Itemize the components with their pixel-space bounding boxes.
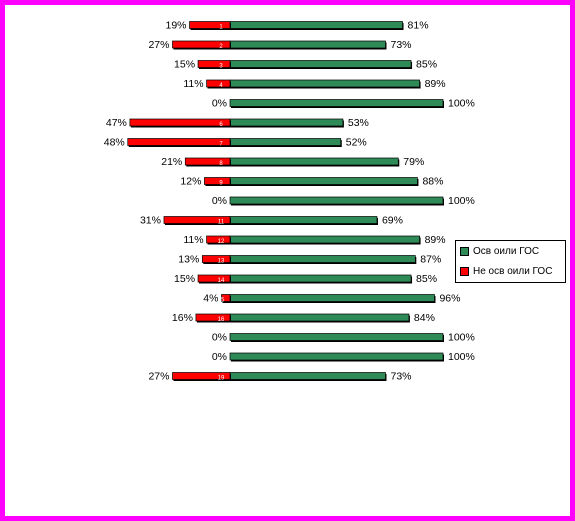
value-label-mastered: 53% bbox=[348, 117, 369, 129]
bar-mastered bbox=[229, 352, 444, 361]
category-label: 15 bbox=[218, 298, 225, 304]
category-label: 1 bbox=[219, 25, 223, 31]
category-label: 18 bbox=[218, 356, 225, 362]
value-label-mastered: 84% bbox=[414, 312, 435, 324]
value-label-not-mastered: 16% bbox=[172, 312, 193, 324]
bar-mastered bbox=[229, 294, 435, 302]
bar-not-mastered bbox=[163, 216, 231, 224]
bar-mastered bbox=[229, 372, 386, 380]
category-label: 7 bbox=[219, 142, 223, 148]
value-label-not-mastered: 15% bbox=[174, 273, 195, 285]
legend-label-mastered: Осв оили ГОС bbox=[473, 245, 540, 257]
value-label-mastered: 100% bbox=[448, 195, 475, 207]
category-label: 8 bbox=[219, 161, 223, 167]
bar-mastered bbox=[229, 118, 344, 127]
value-label-mastered: 79% bbox=[403, 156, 424, 168]
bar-mastered bbox=[229, 255, 416, 263]
value-label-mastered: 96% bbox=[439, 293, 460, 305]
category-label: 17 bbox=[218, 337, 225, 343]
legend-swatch-not-mastered bbox=[460, 266, 469, 276]
value-label-not-mastered: 12% bbox=[180, 176, 201, 188]
bar-mastered bbox=[229, 21, 403, 29]
legend-item-not-mastered: Не осв оили ГОС bbox=[460, 265, 552, 277]
value-label-not-mastered: 31% bbox=[140, 215, 161, 227]
value-label-not-mastered: 4% bbox=[203, 293, 218, 305]
bar-not-mastered bbox=[172, 40, 231, 49]
category-label: 13 bbox=[218, 259, 225, 265]
value-label-not-mastered: 11% bbox=[183, 234, 203, 246]
value-label-not-mastered: 0% bbox=[212, 98, 227, 110]
category-label: 11 bbox=[218, 220, 225, 226]
bar-mastered bbox=[229, 60, 412, 68]
value-label-not-mastered: 11% bbox=[183, 78, 203, 90]
value-label-not-mastered: 15% bbox=[174, 59, 195, 71]
category-label: 5 bbox=[219, 103, 223, 109]
bar-mastered bbox=[229, 216, 378, 224]
bar-mastered bbox=[229, 157, 399, 166]
legend: Осв оили ГОС Не осв оили ГОС bbox=[455, 240, 566, 283]
value-label-not-mastered: 0% bbox=[212, 332, 227, 344]
bar-not-mastered bbox=[127, 138, 231, 146]
value-label-mastered: 87% bbox=[420, 254, 441, 266]
bar-not-mastered bbox=[189, 21, 231, 29]
bar-not-mastered bbox=[184, 157, 231, 166]
value-label-mastered: 85% bbox=[416, 59, 437, 71]
value-label-not-mastered: 48% bbox=[104, 137, 125, 149]
category-label: 9 bbox=[219, 181, 223, 187]
category-label: 10 bbox=[218, 200, 225, 206]
bar-not-mastered bbox=[195, 313, 231, 322]
bar-mastered bbox=[229, 333, 444, 341]
bar-mastered bbox=[229, 79, 420, 88]
bar-mastered bbox=[229, 177, 418, 185]
bar-mastered bbox=[229, 313, 410, 322]
bar-not-mastered bbox=[197, 60, 231, 68]
value-label-mastered: 81% bbox=[408, 20, 429, 32]
bar-mastered bbox=[229, 99, 444, 107]
value-label-not-mastered: 21% bbox=[161, 156, 182, 168]
legend-swatch-mastered bbox=[460, 246, 469, 256]
value-label-not-mastered: 13% bbox=[178, 254, 199, 266]
bar-not-mastered bbox=[201, 255, 231, 263]
value-label-not-mastered: 27% bbox=[148, 371, 169, 383]
bar-mastered bbox=[229, 274, 412, 283]
category-label: 4 bbox=[219, 83, 223, 89]
bar-not-mastered bbox=[221, 294, 231, 302]
bar-not-mastered bbox=[172, 372, 231, 380]
value-label-mastered: 73% bbox=[390, 371, 411, 383]
bar-mastered bbox=[229, 196, 444, 205]
value-label-not-mastered: 19% bbox=[166, 20, 187, 32]
value-label-mastered: 88% bbox=[422, 176, 443, 188]
value-label-mastered: 100% bbox=[448, 332, 475, 344]
bar-mastered bbox=[229, 138, 342, 146]
value-label-mastered: 100% bbox=[448, 351, 475, 363]
bar-mastered bbox=[229, 235, 420, 244]
category-label: 3 bbox=[219, 64, 223, 70]
value-label-not-mastered: 47% bbox=[106, 117, 127, 129]
value-label-mastered: 85% bbox=[416, 273, 437, 285]
bar-not-mastered bbox=[206, 235, 231, 244]
category-label: 2 bbox=[219, 44, 223, 50]
bar-not-mastered bbox=[129, 118, 231, 127]
value-label-not-mastered: 0% bbox=[212, 195, 227, 207]
bar-mastered bbox=[229, 40, 386, 49]
bar-not-mastered bbox=[197, 274, 231, 283]
category-label: 19 bbox=[218, 376, 225, 382]
value-label-not-mastered: 0% bbox=[212, 351, 227, 363]
category-label: 6 bbox=[219, 122, 223, 128]
value-label-mastered: 89% bbox=[425, 234, 446, 246]
category-label: 14 bbox=[218, 278, 225, 284]
value-label-not-mastered: 27% bbox=[148, 39, 169, 51]
value-label-mastered: 52% bbox=[346, 137, 367, 149]
value-label-mastered: 69% bbox=[382, 215, 403, 227]
category-label: 12 bbox=[218, 239, 225, 245]
bar-not-mastered bbox=[206, 79, 231, 88]
legend-label-not-mastered: Не осв оили ГОС bbox=[473, 265, 553, 277]
legend-item-mastered: Осв оили ГОС bbox=[460, 245, 539, 257]
category-label: 16 bbox=[218, 317, 225, 323]
value-label-mastered: 89% bbox=[425, 78, 446, 90]
value-label-mastered: 100% bbox=[448, 98, 475, 110]
bar-not-mastered bbox=[204, 177, 231, 185]
value-label-mastered: 73% bbox=[390, 39, 411, 51]
